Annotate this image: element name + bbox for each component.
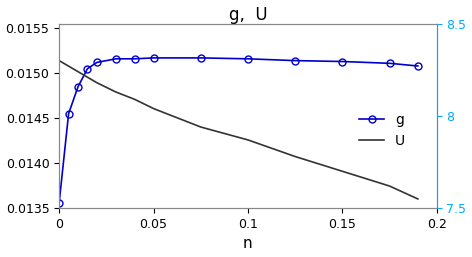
U [415, 197, 421, 200]
g [84, 67, 90, 70]
Line: U: U [59, 61, 418, 199]
U [84, 76, 90, 79]
g [245, 57, 251, 60]
g [75, 85, 81, 88]
U [132, 98, 137, 101]
U [151, 107, 156, 110]
X-axis label: n: n [243, 236, 253, 251]
g [132, 57, 137, 60]
g [94, 61, 100, 64]
U [198, 125, 203, 128]
U [245, 138, 251, 141]
U [339, 170, 345, 173]
g [415, 65, 421, 68]
Title: g,  U: g, U [228, 6, 267, 24]
g [56, 201, 62, 204]
g [151, 56, 156, 59]
U [387, 185, 392, 188]
g [66, 112, 71, 115]
Line: g: g [56, 54, 421, 206]
U [75, 70, 81, 73]
g [113, 57, 118, 60]
U [66, 65, 71, 68]
U [113, 90, 118, 94]
U [56, 59, 62, 62]
g [198, 56, 203, 59]
U [94, 81, 100, 84]
g [339, 60, 345, 63]
g [292, 59, 298, 62]
Legend: g, U: g, U [354, 108, 411, 154]
U [292, 155, 298, 158]
g [387, 62, 392, 65]
